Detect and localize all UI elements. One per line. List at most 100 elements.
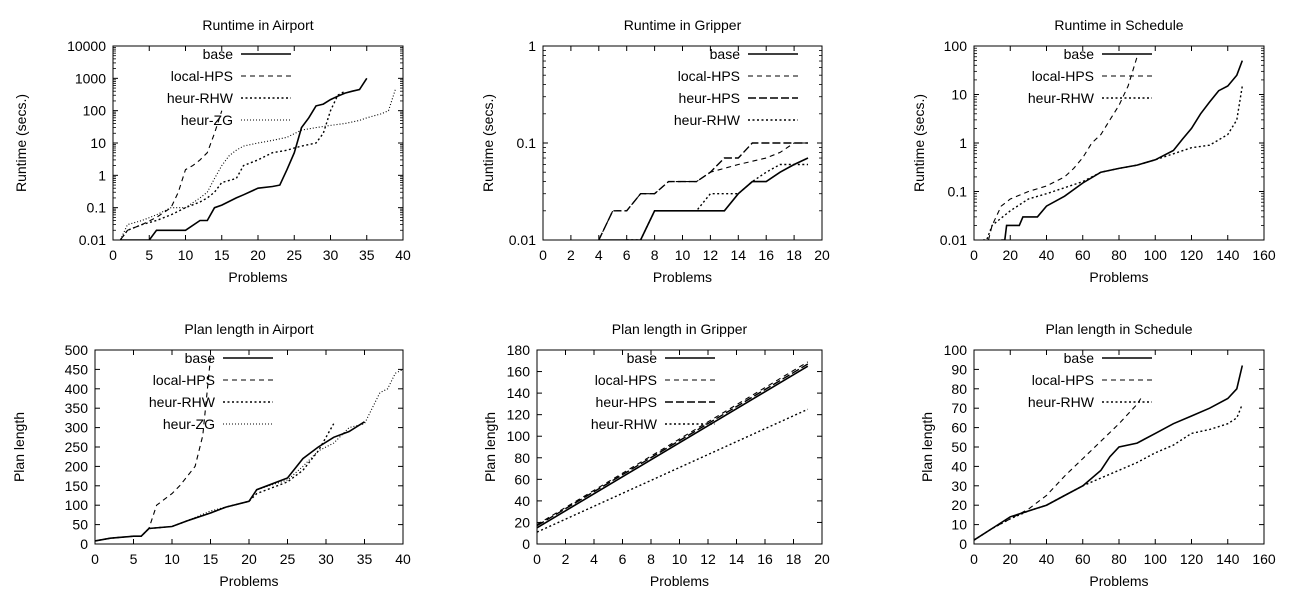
y-tick-label: 60 <box>514 471 530 487</box>
y-tick-label: 100 <box>944 38 968 54</box>
x-tick-label: 100 <box>1144 247 1168 263</box>
y-tick-label: 10 <box>951 87 967 103</box>
x-tick-label: 20 <box>1002 551 1018 567</box>
y-axis-label: Runtime (secs.) <box>13 94 29 192</box>
chart-1: Runtime in Airport 0 5 10 15 20 25 30 35 40 0.01 0.… <box>13 17 411 285</box>
legend-label: base <box>1064 46 1095 62</box>
y-tick-label: 250 <box>65 439 89 455</box>
x-tick-label: 80 <box>1111 551 1127 567</box>
legend-label: base <box>710 46 741 62</box>
legend-label: local-HPS <box>1032 68 1094 84</box>
x-tick-label: 20 <box>1002 247 1018 263</box>
x-tick-label: 0 <box>539 247 547 263</box>
x-tick-label: 10 <box>672 551 688 567</box>
chart-title: Plan length in Airport <box>184 321 313 337</box>
y-tick-label: 350 <box>65 400 89 416</box>
x-tick-label: 160 <box>1252 247 1276 263</box>
x-tick-label: 10 <box>164 551 180 567</box>
y-tick-label: 0.1 <box>948 184 968 200</box>
y-tick-label: 80 <box>514 450 530 466</box>
y-tick-label: 1000 <box>75 70 106 86</box>
y-tick-label: 0.01 <box>79 232 106 248</box>
y-tick-label: 100 <box>944 342 968 358</box>
series-base-line <box>537 365 809 529</box>
y-tick-label: 160 <box>507 364 531 380</box>
x-tick-label: 14 <box>729 551 745 567</box>
y-tick-label: 100 <box>507 428 531 444</box>
x-tick-label: 5 <box>145 247 153 263</box>
x-tick-label: 20 <box>814 551 830 567</box>
x-tick-label: 40 <box>395 551 411 567</box>
legend-label: local-HPS <box>153 372 215 388</box>
y-tick-label: 30 <box>951 478 967 494</box>
y-tick-label: 50 <box>72 517 88 533</box>
x-axis-label: Problems <box>650 573 709 589</box>
y-tick-label: 0.01 <box>940 232 967 248</box>
legend-label: local-HPS <box>595 372 657 388</box>
legend-label: heur-RHW <box>1028 90 1095 106</box>
series-heur-rhw-line <box>626 163 808 240</box>
y-tick-label: 80 <box>951 381 967 397</box>
y-tick-label: 50 <box>951 439 967 455</box>
series-heur-rhw-line <box>974 404 1243 541</box>
x-axis-label: Problems <box>1089 269 1148 285</box>
chart-2: Runtime in Gripper 0 2 4 6 8 10 12 14 16 18 20 0.01 0… <box>480 17 830 285</box>
series-local-hps-line <box>974 398 1142 541</box>
legend-label: heur-HPS <box>596 394 657 410</box>
plot-frame <box>94 349 404 545</box>
series-local-hps-line <box>119 110 223 240</box>
legend-label: local-HPS <box>678 68 740 84</box>
y-tick-label: 10 <box>951 517 967 533</box>
x-tick-label: 0 <box>970 551 978 567</box>
x-tick-label: 20 <box>250 247 266 263</box>
x-tick-label: 120 <box>1180 247 1204 263</box>
x-tick-label: 40 <box>1039 247 1055 263</box>
chart-5: Plan length in Gripper 0 2 4 6 8 10 12 14 16 18 20 0… <box>482 321 830 589</box>
x-tick-label: 16 <box>757 551 773 567</box>
legend-label: heur-HPS <box>679 90 740 106</box>
y-tick-label: 0.01 <box>509 232 536 248</box>
legend-label: heur-RHW <box>674 112 741 128</box>
legend-label: base <box>1064 350 1095 366</box>
x-tick-label: 10 <box>675 247 691 263</box>
x-tick-label: 100 <box>1144 551 1168 567</box>
y-tick-label: 0 <box>522 536 530 552</box>
x-tick-label: 25 <box>286 247 302 263</box>
y-axis-label: Plan length <box>482 412 498 482</box>
series-heur-zg-line <box>119 87 397 240</box>
series-heur-rhw-line <box>983 85 1243 240</box>
y-tick-label: 100 <box>83 103 107 119</box>
series-base-line <box>1001 60 1244 240</box>
x-tick-label: 35 <box>359 247 375 263</box>
series-local-hps-line <box>987 56 1138 240</box>
x-tick-label: 30 <box>323 247 339 263</box>
legend-label: local-HPS <box>171 68 233 84</box>
x-tick-label: 5 <box>130 551 138 567</box>
plot-frame <box>973 45 1265 241</box>
x-tick-label: 0 <box>533 551 541 567</box>
y-tick-label: 90 <box>951 361 967 377</box>
series-heur-rhw-line <box>95 423 335 542</box>
legend-label: heur-RHW <box>1028 394 1095 410</box>
x-tick-label: 8 <box>651 247 659 263</box>
y-tick-label: 40 <box>951 458 967 474</box>
series-heur-rhw-line <box>119 90 346 240</box>
x-tick-label: 20 <box>241 551 257 567</box>
y-tick-label: 0 <box>80 536 88 552</box>
y-tick-label: 10 <box>90 135 106 151</box>
x-tick-label: 35 <box>357 551 373 567</box>
x-tick-label: 2 <box>562 551 570 567</box>
x-tick-label: 2 <box>567 247 575 263</box>
x-tick-label: 16 <box>758 247 774 263</box>
legend-label: heur-ZG <box>163 416 215 432</box>
series-local-hps-line <box>537 361 809 526</box>
x-tick-label: 140 <box>1216 247 1240 263</box>
y-tick-label: 150 <box>65 478 89 494</box>
y-axis-label: Plan length <box>11 412 27 482</box>
y-tick-label: 300 <box>65 420 89 436</box>
y-tick-label: 20 <box>951 497 967 513</box>
series-base-line <box>95 421 365 542</box>
chart-title: Plan length in Gripper <box>612 321 748 337</box>
